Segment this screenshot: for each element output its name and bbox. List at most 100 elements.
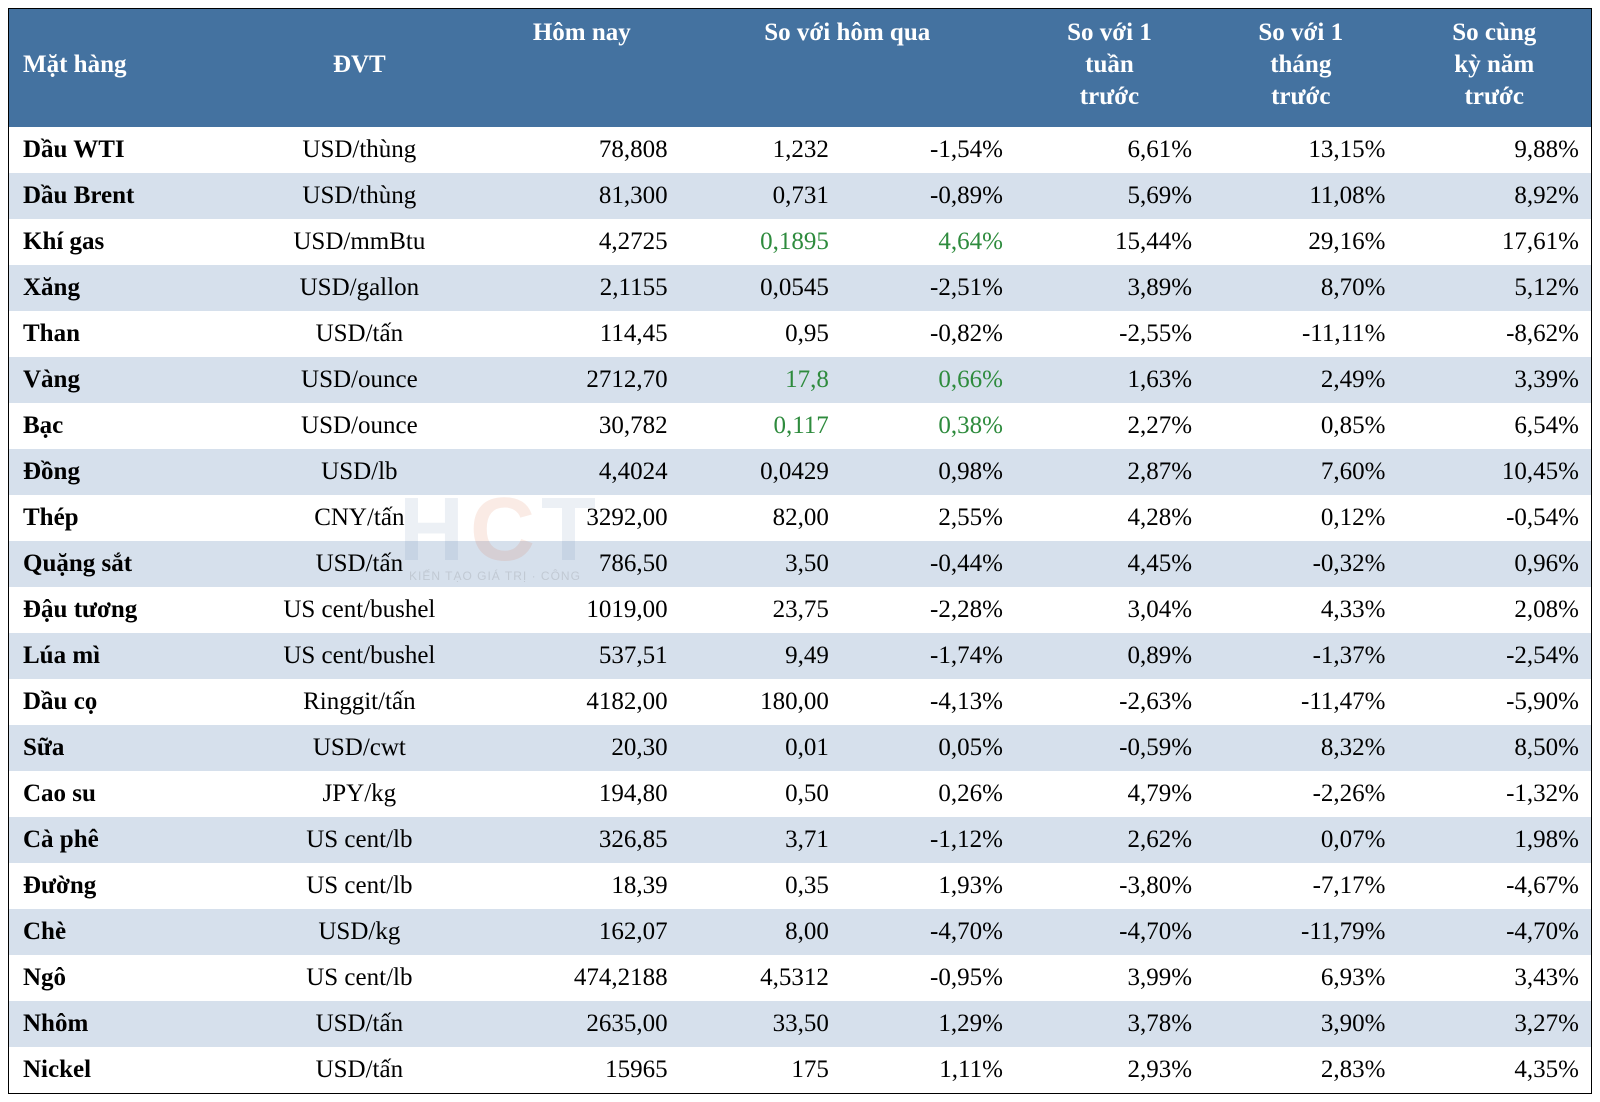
cell-delta-pct: 0,26% — [841, 771, 1015, 817]
cell-delta-abs: 0,01 — [680, 725, 841, 771]
table-row: NickelUSD/tấn159651751,11%2,93%2,83%4,35… — [9, 1047, 1591, 1093]
cell-year: 3,43% — [1397, 955, 1591, 1001]
col-header-vs-yesterday: So với hôm qua — [680, 9, 1015, 127]
cell-unit: USD/ounce — [235, 403, 484, 449]
cell-month: 4,33% — [1204, 587, 1397, 633]
table-row: ChèUSD/kg162,078,00-4,70%-4,70%-11,79%-4… — [9, 909, 1591, 955]
cell-month: 2,83% — [1204, 1047, 1397, 1093]
cell-unit: US cent/lb — [235, 955, 484, 1001]
cell-delta-pct: -0,95% — [841, 955, 1015, 1001]
commodity-price-table: Mặt hàng ĐVT Hôm nay So với hôm qua So v… — [9, 9, 1591, 1093]
cell-week: -0,59% — [1015, 725, 1204, 771]
cell-unit: USD/ounce — [235, 357, 484, 403]
table-row: ThépCNY/tấn3292,0082,002,55%4,28%0,12%-0… — [9, 495, 1591, 541]
cell-today: 114,45 — [484, 311, 680, 357]
cell-unit: USD/tấn — [235, 311, 484, 357]
cell-today: 4182,00 — [484, 679, 680, 725]
cell-week: -3,80% — [1015, 863, 1204, 909]
cell-delta-pct: -1,74% — [841, 633, 1015, 679]
col-header-today: Hôm nay — [484, 9, 680, 127]
cell-delta-abs: 0,1895 — [680, 219, 841, 265]
cell-name: Dầu Brent — [9, 173, 235, 219]
cell-week: 6,61% — [1015, 127, 1204, 173]
cell-today: 786,50 — [484, 541, 680, 587]
cell-delta-pct: -2,51% — [841, 265, 1015, 311]
cell-today: 15965 — [484, 1047, 680, 1093]
cell-month: -11,47% — [1204, 679, 1397, 725]
cell-unit: USD/tấn — [235, 1001, 484, 1047]
cell-week: 3,99% — [1015, 955, 1204, 1001]
cell-today: 78,808 — [484, 127, 680, 173]
cell-month: -0,32% — [1204, 541, 1397, 587]
cell-unit: JPY/kg — [235, 771, 484, 817]
cell-year: 10,45% — [1397, 449, 1591, 495]
cell-delta-pct: -4,13% — [841, 679, 1015, 725]
col-header-vs-year: So cùngkỳ nămtrước — [1397, 9, 1591, 127]
cell-year: 6,54% — [1397, 403, 1591, 449]
cell-delta-abs: 0,0429 — [680, 449, 841, 495]
cell-name: Dầu WTI — [9, 127, 235, 173]
cell-unit: USD/mmBtu — [235, 219, 484, 265]
cell-name: Đường — [9, 863, 235, 909]
cell-delta-abs: 175 — [680, 1047, 841, 1093]
cell-year: 4,35% — [1397, 1047, 1591, 1093]
cell-year: 8,50% — [1397, 725, 1591, 771]
cell-today: 194,80 — [484, 771, 680, 817]
table-row: Đậu tươngUS cent/bushel1019,0023,75-2,28… — [9, 587, 1591, 633]
cell-year: -5,90% — [1397, 679, 1591, 725]
cell-delta-pct: 0,38% — [841, 403, 1015, 449]
cell-name: Sữa — [9, 725, 235, 771]
cell-unit: US cent/bushel — [235, 587, 484, 633]
col-header-vs-week: So với 1tuầntrước — [1015, 9, 1204, 127]
cell-name: Khí gas — [9, 219, 235, 265]
cell-week: -4,70% — [1015, 909, 1204, 955]
cell-unit: USD/thùng — [235, 127, 484, 173]
cell-unit: USD/kg — [235, 909, 484, 955]
cell-year: 17,61% — [1397, 219, 1591, 265]
cell-today: 30,782 — [484, 403, 680, 449]
cell-delta-abs: 23,75 — [680, 587, 841, 633]
cell-unit: USD/gallon — [235, 265, 484, 311]
table-row: XăngUSD/gallon2,11550,0545-2,51%3,89%8,7… — [9, 265, 1591, 311]
cell-month: 13,15% — [1204, 127, 1397, 173]
table-row: SữaUSD/cwt20,300,010,05%-0,59%8,32%8,50% — [9, 725, 1591, 771]
cell-name: Bạc — [9, 403, 235, 449]
cell-unit: US cent/bushel — [235, 633, 484, 679]
cell-delta-pct: 1,93% — [841, 863, 1015, 909]
cell-name: Nhôm — [9, 1001, 235, 1047]
table-header: Mặt hàng ĐVT Hôm nay So với hôm qua So v… — [9, 9, 1591, 127]
cell-month: 6,93% — [1204, 955, 1397, 1001]
cell-today: 81,300 — [484, 173, 680, 219]
cell-today: 18,39 — [484, 863, 680, 909]
table-row: VàngUSD/ounce2712,7017,80,66%1,63%2,49%3… — [9, 357, 1591, 403]
cell-delta-abs: 17,8 — [680, 357, 841, 403]
table-row: ĐườngUS cent/lb18,390,351,93%-3,80%-7,17… — [9, 863, 1591, 909]
cell-week: 2,62% — [1015, 817, 1204, 863]
cell-month: 8,32% — [1204, 725, 1397, 771]
cell-delta-abs: 82,00 — [680, 495, 841, 541]
cell-name: Quặng sắt — [9, 541, 235, 587]
cell-delta-abs: 8,00 — [680, 909, 841, 955]
cell-today: 2,1155 — [484, 265, 680, 311]
cell-delta-abs: 0,50 — [680, 771, 841, 817]
cell-delta-pct: 2,55% — [841, 495, 1015, 541]
cell-delta-pct: 1,29% — [841, 1001, 1015, 1047]
cell-delta-pct: 1,11% — [841, 1047, 1015, 1093]
table-row: BạcUSD/ounce30,7820,1170,38%2,27%0,85%6,… — [9, 403, 1591, 449]
cell-delta-abs: 3,71 — [680, 817, 841, 863]
cell-delta-abs: 4,5312 — [680, 955, 841, 1001]
cell-delta-abs: 0,35 — [680, 863, 841, 909]
cell-name: Thép — [9, 495, 235, 541]
cell-name: Cà phê — [9, 817, 235, 863]
cell-month: 0,07% — [1204, 817, 1397, 863]
cell-delta-pct: 0,66% — [841, 357, 1015, 403]
cell-today: 4,2725 — [484, 219, 680, 265]
cell-year: 8,92% — [1397, 173, 1591, 219]
cell-name: Ngô — [9, 955, 235, 1001]
cell-month: -7,17% — [1204, 863, 1397, 909]
cell-name: Nickel — [9, 1047, 235, 1093]
cell-unit: USD/cwt — [235, 725, 484, 771]
cell-month: 3,90% — [1204, 1001, 1397, 1047]
cell-week: -2,55% — [1015, 311, 1204, 357]
cell-week: 15,44% — [1015, 219, 1204, 265]
